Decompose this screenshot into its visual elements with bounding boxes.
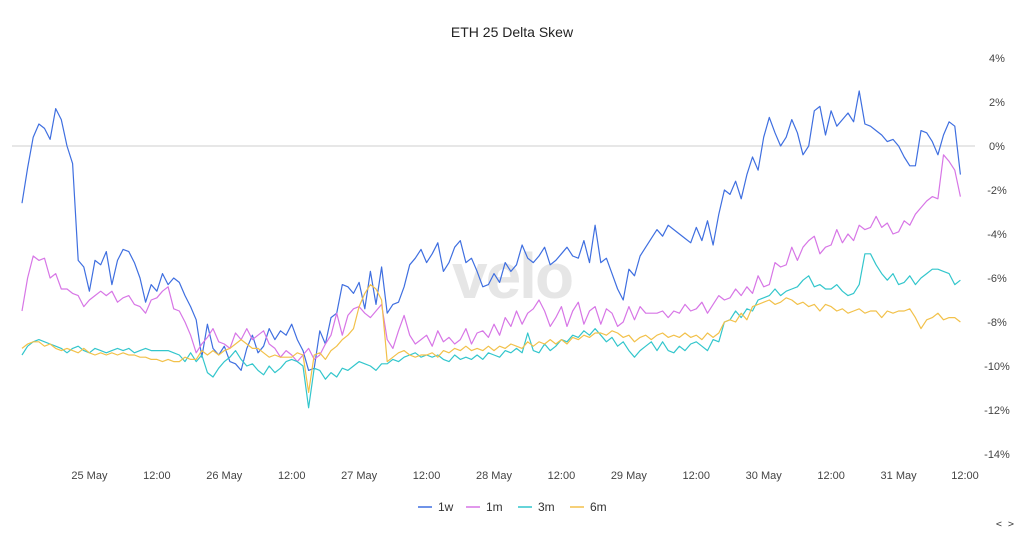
x-tick-label: 12:00: [278, 470, 306, 482]
y-tick-label: -12%: [984, 405, 1010, 417]
legend-label: 3m: [538, 500, 555, 514]
nav-right-arrow-icon[interactable]: >: [1007, 519, 1014, 530]
x-tick-label: 25 May: [71, 470, 108, 482]
legend-item-1w[interactable]: 1w: [418, 500, 454, 514]
series-line-3m: [21, 253, 961, 409]
y-tick-label: -4%: [987, 229, 1007, 241]
y-tick-label: 2%: [989, 97, 1005, 109]
x-tick-label: 12:00: [683, 470, 711, 482]
x-tick-label: 28 May: [476, 470, 513, 482]
legend-item-1m[interactable]: 1m: [466, 500, 503, 514]
x-tick-label: 27 May: [341, 470, 378, 482]
series-line-6m: [21, 284, 961, 393]
y-axis: 4% 2% 0% -2% -4% -6% -8% -10% -12% -14%: [984, 53, 1010, 461]
chart-nav-arrows[interactable]: < >: [996, 519, 1014, 530]
y-tick-label: 4%: [989, 53, 1005, 65]
x-tick-label: 26 May: [206, 470, 243, 482]
x-tick-label: 30 May: [746, 470, 783, 482]
x-axis: 25 May 12:00 26 May 12:00 27 May 12:00 28 May 1…: [71, 470, 978, 482]
y-tick-label: -2%: [987, 185, 1007, 197]
x-tick-label: 12:00: [143, 470, 171, 482]
legend: 1w 1m 3m 6m: [418, 500, 607, 514]
x-tick-label: 12:00: [413, 470, 441, 482]
legend-item-6m[interactable]: 6m: [570, 500, 607, 514]
chart-title: ETH 25 Delta Skew: [451, 24, 574, 40]
x-tick-label: 12:00: [817, 470, 845, 482]
legend-label: 1w: [438, 500, 454, 514]
y-tick-label: -14%: [984, 449, 1010, 461]
series-layer: [21, 90, 961, 409]
legend-label: 6m: [590, 500, 607, 514]
y-tick-label: 0%: [989, 141, 1005, 153]
x-tick-label: 12:00: [951, 470, 979, 482]
legend-label: 1m: [486, 500, 503, 514]
x-tick-label: 31 May: [881, 470, 918, 482]
y-tick-label: -8%: [987, 317, 1007, 329]
y-tick-label: -6%: [987, 273, 1007, 285]
series-line-1w: [21, 90, 961, 371]
x-tick-label: 12:00: [548, 470, 576, 482]
y-tick-label: -10%: [984, 361, 1010, 373]
x-tick-label: 29 May: [611, 470, 648, 482]
series-line-1m: [21, 154, 961, 363]
legend-item-3m[interactable]: 3m: [518, 500, 555, 514]
watermark: velo: [452, 240, 572, 312]
nav-left-arrow-icon[interactable]: <: [995, 519, 1002, 530]
